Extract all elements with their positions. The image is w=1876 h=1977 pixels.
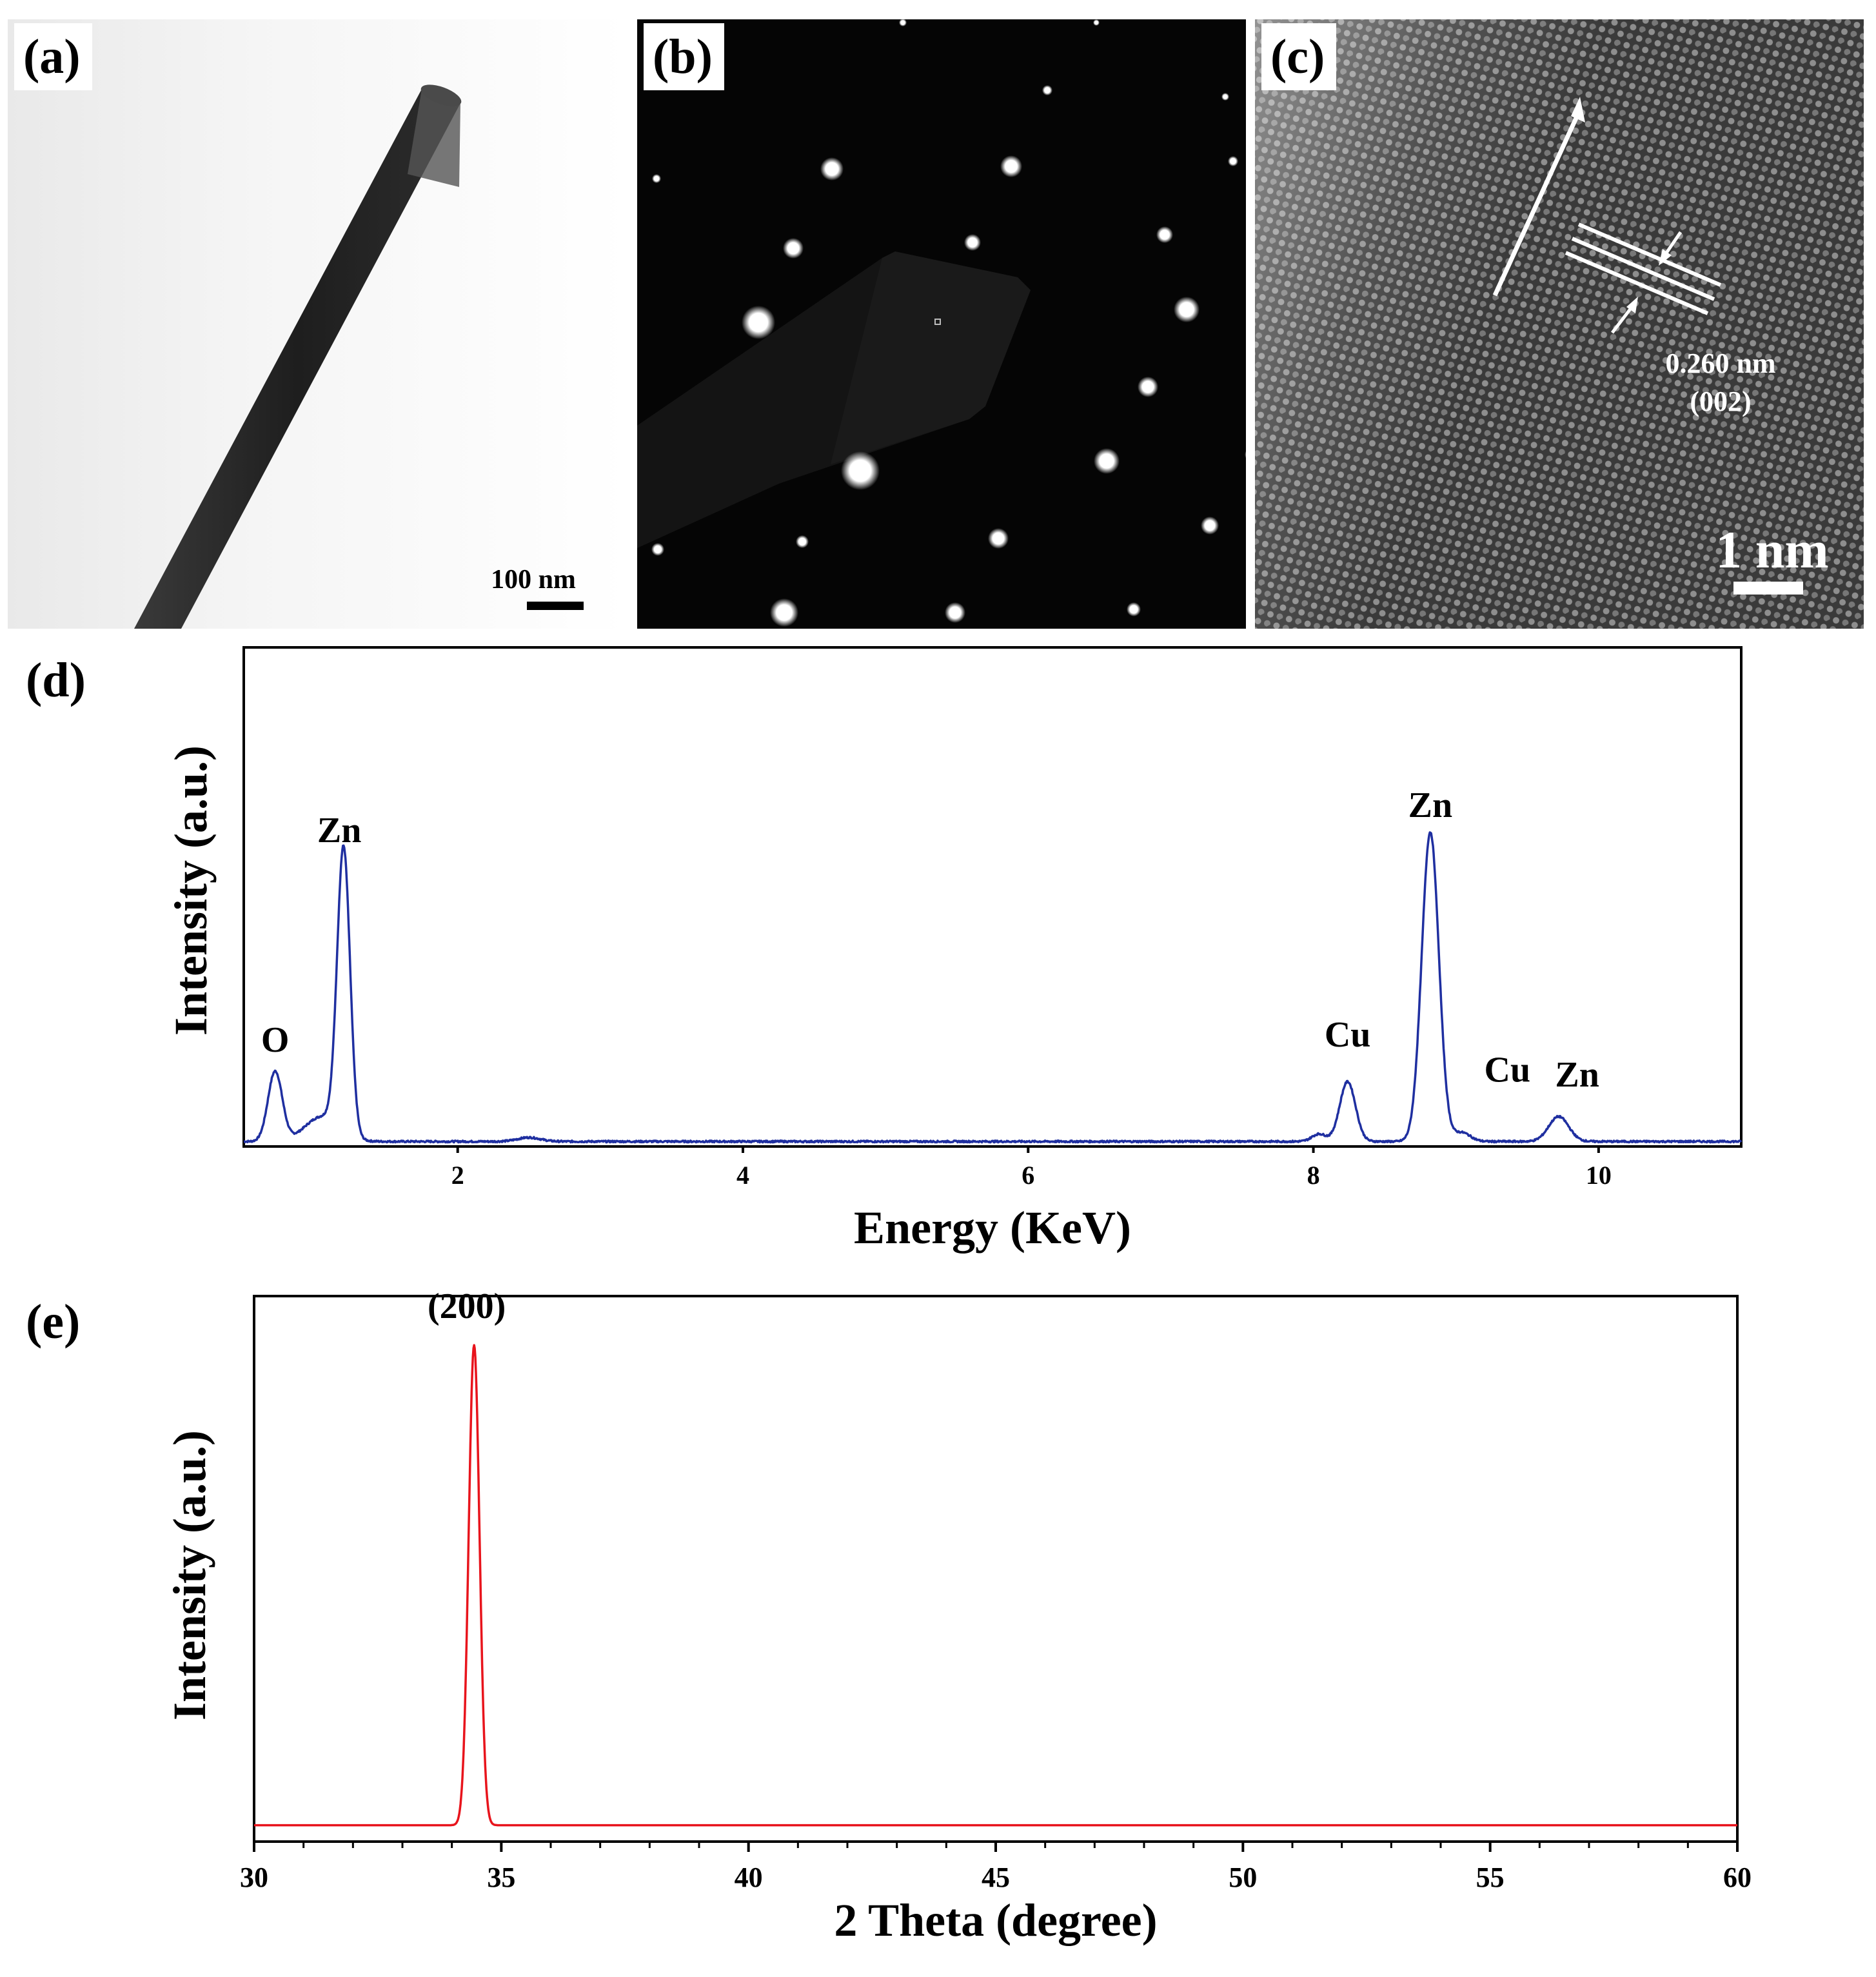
x-tick-label: 2 (451, 1161, 464, 1190)
xrd-pattern-chart: (e) 30 35 40 45 50 55 60 2 Theta (degree) Intensi… (26, 1286, 1752, 1946)
x-tick-label: 50 (1229, 1862, 1257, 1893)
x-tick-label: 30 (240, 1862, 268, 1893)
x-axis-label: 2 Theta (degree) (834, 1894, 1157, 1946)
eds-spectrum-chart: (d) 2 4 6 8 10 Energy (KeV) Intensity (a.u.) O Zn… (26, 646, 1743, 1254)
scale-bar (1733, 582, 1803, 595)
peak-label: Zn (317, 811, 362, 851)
saed-pattern (637, 19, 1246, 629)
scale-bar-label: 1 nm (1715, 520, 1828, 579)
spectrum-line (253, 1344, 1738, 1827)
x-tick-label: 6 (1022, 1161, 1034, 1190)
scale-bar-label: 100 nm (491, 565, 576, 595)
growth-direction-arrow (1492, 108, 1583, 297)
hrtem-panel: 0.260 nm (002) 1 nm (c) (1255, 19, 1864, 629)
saed-pattern-panel: (b) (637, 19, 1246, 629)
plot-frame (242, 646, 1743, 1148)
x-tick-label: 60 (1723, 1862, 1752, 1893)
y-axis-label: Intensity (a.u.) (165, 745, 217, 1036)
panel-label-c: (c) (1261, 23, 1337, 90)
scale-bar (527, 602, 584, 610)
diffraction-spots (651, 19, 1246, 627)
tem-image-panel: 100 nm (a) (8, 19, 627, 629)
nanorod (134, 89, 460, 629)
panel-label-a: (a) (14, 23, 92, 90)
panel-label: (d) (26, 653, 86, 707)
x-tick-label: 8 (1307, 1161, 1320, 1190)
peak-label: Zn (1408, 785, 1453, 825)
x-tick-label: 35 (487, 1862, 515, 1893)
spacing-label: 0.260 nm (1665, 348, 1775, 379)
x-tick-label: 55 (1476, 1862, 1505, 1893)
peak-label: Cu (1485, 1050, 1531, 1090)
lattice-line-2 (1571, 237, 1715, 301)
peak-label: O (261, 1020, 290, 1060)
nanorod-tip (408, 89, 460, 187)
x-tick-label: 40 (735, 1862, 763, 1893)
x-tick-label: 10 (1586, 1161, 1612, 1190)
x-axis-label: Energy (KeV) (854, 1202, 1131, 1254)
hrtem-image: 0.260 nm (002) 1 nm (1255, 19, 1864, 629)
lattice-line-3 (1565, 251, 1709, 315)
x-tick-label: 45 (982, 1862, 1010, 1893)
annotations (1492, 97, 1803, 595)
panel-label: (e) (26, 1295, 80, 1349)
plane-label: (002) (1690, 386, 1751, 417)
spectrum-line (243, 831, 1743, 1144)
x-tick-label: 4 (736, 1161, 749, 1190)
y-axis-label: Intensity (a.u.) (164, 1430, 215, 1720)
peak-label: Zn (1555, 1055, 1599, 1095)
peak-label: (200) (428, 1286, 506, 1326)
lattice-line-1 (1577, 222, 1722, 287)
tem-image: 100 nm (134, 84, 584, 629)
peak-label: Cu (1325, 1015, 1371, 1055)
panel-label-b: (b) (644, 23, 724, 90)
